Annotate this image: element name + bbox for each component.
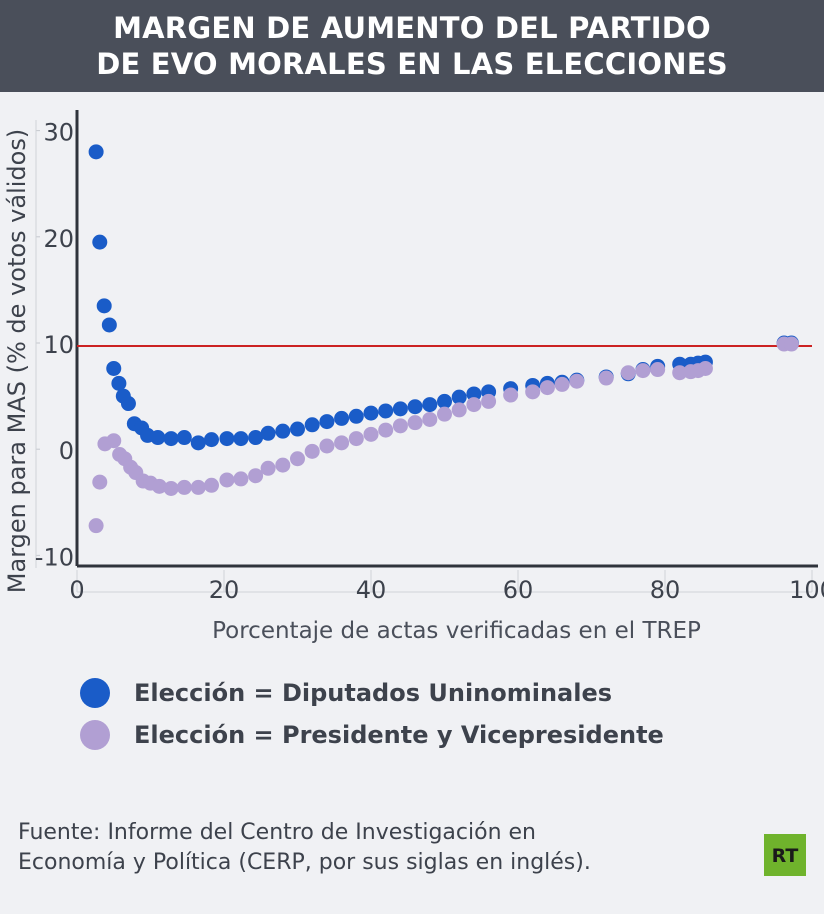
point-presidente [248, 468, 264, 484]
point-diputados [290, 421, 305, 437]
point-presidente [319, 438, 335, 454]
point-diputados [111, 375, 127, 391]
rt-logo-mark: RT [772, 845, 799, 867]
y-tick-label: 0 [59, 437, 74, 465]
point-presidente [569, 373, 585, 389]
point-presidente [290, 451, 305, 467]
point-presidente [525, 384, 541, 400]
point-diputados [363, 405, 379, 421]
point-diputados [348, 408, 364, 424]
point-diputados [176, 430, 192, 446]
point-presidente [481, 393, 497, 409]
point-presidente [260, 460, 276, 476]
scatter-chart: -10 0 10 20 30 0 20 40 60 80 100 Porcentaje de acta… [3, 110, 824, 644]
point-diputados [334, 410, 350, 426]
point-presidente [451, 402, 467, 418]
point-diputados [150, 430, 166, 446]
point-presidente [219, 472, 235, 488]
point-presidente [151, 478, 167, 494]
point-diputados [88, 144, 104, 160]
legend-item-diputados[interactable]: Elección = Diputados Uninominales [80, 672, 664, 714]
point-presidente [304, 443, 320, 459]
point-diputados [275, 423, 291, 439]
rt-logo: RT [764, 834, 806, 876]
point-diputados [422, 397, 438, 413]
point-presidente [554, 376, 570, 392]
point-presidente [392, 418, 408, 434]
point-presidente [190, 479, 206, 495]
point-diputados [407, 399, 423, 415]
point-diputados [466, 386, 482, 402]
source-note: Fuente: Informe del Centro de Investigac… [18, 818, 718, 878]
legend-marker-diputados [80, 678, 110, 708]
point-presidente [598, 370, 614, 386]
x-tick-label: 40 [356, 576, 387, 604]
legend-marker-presidente [80, 720, 110, 750]
point-presidente [204, 477, 220, 493]
y-tick-label: 20 [43, 225, 74, 253]
point-presidente [635, 363, 651, 379]
point-presidente [650, 362, 666, 378]
point-diputados [437, 393, 452, 409]
point-diputados [451, 389, 467, 405]
legend: Elección = Diputados Uninominales Elecci… [80, 672, 664, 756]
point-diputados [392, 401, 408, 417]
page-title-line-2: DE EVO MORALES EN LAS ELECCIONES [96, 47, 728, 81]
point-diputados [233, 431, 249, 447]
point-diputados [378, 403, 394, 419]
point-diputados [92, 234, 108, 250]
header-banner: MARGEN DE AUMENTO DEL PARTIDO DE EVO MOR… [0, 0, 824, 92]
x-tick-label: 0 [69, 576, 84, 604]
point-presidente [106, 433, 122, 449]
point-presidente [163, 480, 179, 496]
point-presidente [92, 474, 108, 490]
point-presidente [783, 336, 799, 352]
x-tick-label: 60 [503, 576, 534, 604]
x-tick-label: 100 [789, 576, 824, 604]
y-axis-label: Margen para MAS (% de votos válidos) [3, 129, 31, 593]
point-diputados [96, 298, 112, 314]
point-presidente [539, 380, 555, 396]
point-diputados [304, 417, 320, 433]
rt-logo-text: RT [772, 845, 799, 867]
point-presidente [466, 397, 482, 413]
point-presidente [363, 426, 379, 442]
x-tick-label: 20 [209, 576, 240, 604]
point-presidente [672, 365, 688, 381]
y-tick-label: 30 [43, 119, 74, 147]
point-presidente [620, 365, 636, 381]
point-presidente [176, 479, 192, 495]
point-presidente [334, 435, 350, 451]
y-tick-label: -10 [35, 543, 74, 571]
point-presidente [88, 518, 104, 534]
point-presidente [233, 471, 249, 487]
source-line-1: Fuente: Informe del Centro de Investigac… [18, 820, 536, 845]
point-presidente [422, 411, 438, 427]
x-axis-label: Porcentaje de actas verificadas en el TR… [212, 618, 701, 644]
point-diputados [120, 396, 136, 412]
point-presidente [378, 422, 394, 438]
point-presidente [503, 387, 519, 403]
source-line-2: Economía y Política (CERP, por sus sigla… [18, 850, 591, 875]
point-diputados [163, 431, 179, 447]
point-presidente [697, 360, 713, 376]
point-diputados [260, 425, 276, 441]
point-diputados [106, 360, 122, 376]
x-tick-label: 80 [650, 576, 681, 604]
point-diputados [204, 432, 220, 448]
page-title-line-1: MARGEN DE AUMENTO DEL PARTIDO [113, 11, 711, 45]
point-diputados [319, 414, 335, 430]
point-diputados [248, 430, 264, 446]
legend-label-presidente: Elección = Presidente y Vicepresidente [134, 721, 664, 749]
point-presidente [275, 457, 291, 473]
point-presidente [407, 415, 423, 431]
point-diputados [101, 317, 117, 333]
point-diputados [219, 431, 235, 447]
point-presidente [348, 431, 364, 447]
y-tick-label: 10 [43, 331, 74, 359]
point-presidente [437, 406, 452, 422]
point-diputados [190, 435, 206, 451]
legend-label-diputados: Elección = Diputados Uninominales [134, 679, 613, 707]
legend-item-presidente[interactable]: Elección = Presidente y Vicepresidente [80, 714, 664, 756]
